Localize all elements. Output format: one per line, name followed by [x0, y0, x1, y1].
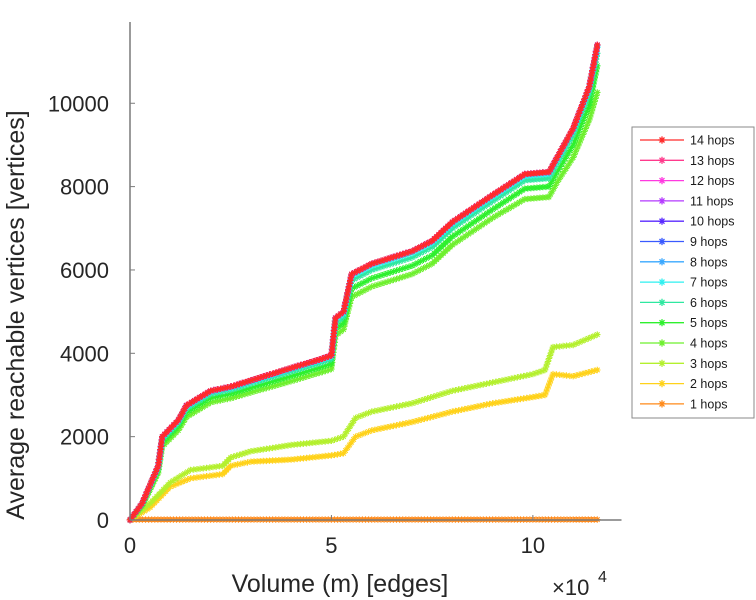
legend-label: 12 hops	[690, 174, 734, 188]
legend-marker-icon	[658, 258, 666, 266]
series-markers	[126, 331, 601, 524]
legend-label: 4 hops	[690, 337, 728, 351]
legend-item: 6 hops	[640, 296, 728, 310]
series-6-hops	[126, 50, 601, 524]
plot-area	[126, 41, 601, 524]
legend-label: 10 hops	[690, 215, 734, 229]
legend-marker-icon	[658, 177, 666, 185]
x-multiplier-exponent: 4	[598, 569, 607, 586]
legend-label: 8 hops	[690, 255, 728, 269]
legend-item: 11 hops	[640, 194, 734, 208]
legend-marker-icon	[658, 278, 666, 286]
series-line	[129, 369, 598, 521]
legend-item: 3 hops	[640, 357, 728, 371]
series-line	[129, 334, 598, 521]
legend-label: 1 hops	[690, 397, 728, 411]
legend-item: 8 hops	[640, 255, 728, 269]
legend: 14 hops 13 hops 12 hops 11 hops 10 hops 9 hop…	[631, 126, 755, 419]
x-tick-label: 5	[325, 533, 337, 558]
legend-label: 13 hops	[690, 154, 734, 168]
legend-item: 7 hops	[640, 276, 728, 290]
x-tick-label: 0	[124, 533, 136, 558]
legend-marker-icon	[658, 380, 666, 388]
legend-label: 14 hops	[690, 134, 734, 148]
legend-marker-icon	[658, 359, 666, 367]
y-ticks: 0 2000 4000 6000 8000 10000	[48, 91, 135, 533]
legend-marker-icon	[658, 339, 666, 347]
legend-marker-icon	[658, 156, 666, 164]
x-ticks: 0 5 10	[124, 515, 545, 558]
series-14-hops	[126, 41, 601, 524]
legend-label: 9 hops	[690, 235, 728, 249]
legend-marker-icon	[658, 136, 666, 144]
y-tick-label: 10000	[48, 91, 109, 116]
legend-item: 12 hops	[640, 174, 734, 188]
series-5-hops	[126, 62, 601, 524]
legend-label: 7 hops	[690, 276, 728, 290]
legend-marker-icon	[658, 197, 666, 205]
y-axis-title: Average reachable vertices [vertices]	[2, 110, 30, 519]
x-multiplier-base: ×10	[552, 575, 589, 600]
legend-marker-icon	[658, 298, 666, 306]
x-multiplier: ×10 4	[552, 569, 607, 600]
legend-box	[631, 126, 755, 419]
series-4-hops	[126, 89, 601, 524]
legend-label: 3 hops	[690, 357, 728, 371]
series-markers	[126, 50, 601, 524]
series-markers	[126, 62, 601, 524]
series-markers	[126, 366, 601, 524]
series-2-hops	[126, 366, 601, 524]
legend-marker-icon	[658, 400, 666, 408]
series-line	[129, 92, 598, 521]
y-tick-label: 2000	[60, 425, 109, 450]
series-line	[129, 53, 598, 521]
legend-item: 9 hops	[640, 235, 728, 249]
x-axis-title: Volume (m) [edges]	[232, 570, 449, 598]
legend-item: 1 hops	[640, 397, 728, 411]
legend-marker-icon	[658, 319, 666, 327]
legend-label: 11 hops	[690, 194, 734, 208]
series-3-hops	[126, 331, 601, 524]
legend-item: 4 hops	[640, 337, 728, 351]
y-tick-label: 0	[97, 508, 109, 533]
y-tick-label: 8000	[60, 175, 109, 200]
x-tick-label: 10	[521, 533, 545, 558]
axes: 0 5 10 0 2000 4000 6000 8000 10000	[48, 22, 622, 558]
series-markers	[126, 89, 601, 524]
y-tick-label: 6000	[60, 258, 109, 283]
legend-label: 5 hops	[690, 316, 728, 330]
legend-item: 10 hops	[640, 215, 734, 229]
legend-item: 5 hops	[640, 316, 728, 330]
legend-label: 6 hops	[690, 296, 728, 310]
legend-marker-icon	[658, 237, 666, 246]
legend-item: 14 hops	[640, 134, 734, 148]
legend-label: 2 hops	[690, 377, 728, 391]
legend-item: 13 hops	[640, 154, 734, 168]
y-tick-label: 4000	[60, 341, 109, 366]
legend-marker-icon	[658, 217, 666, 225]
legend-item: 2 hops	[640, 377, 728, 391]
